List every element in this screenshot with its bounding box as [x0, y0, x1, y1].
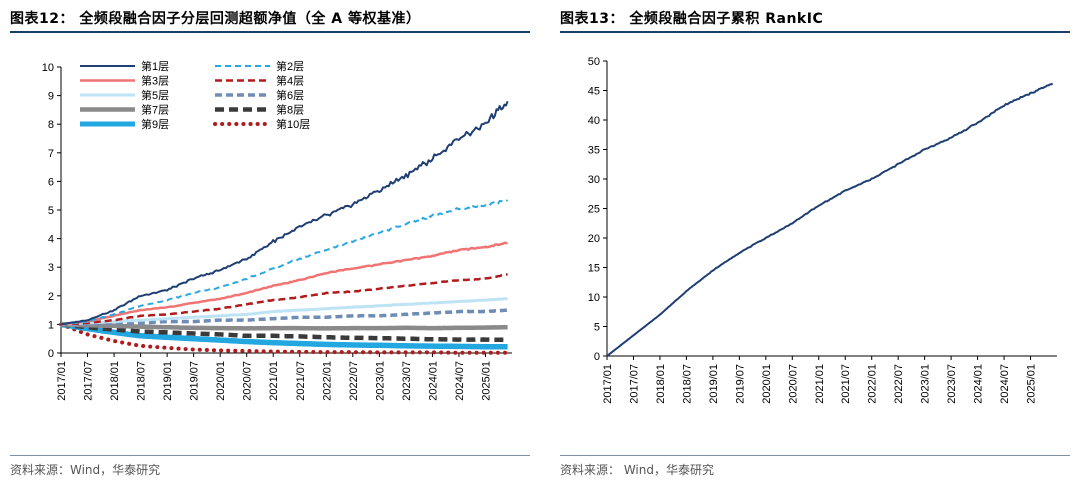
y-tick-label: 30: [588, 174, 600, 186]
left-chart-title: 图表12： 全频段融合因子分层回测超额净值（全 A 等权基准）: [10, 11, 421, 27]
x-tick-label: 2019/07: [189, 361, 201, 401]
series-line-layer-7: [60, 322, 509, 331]
y-tick-label: 5: [48, 205, 54, 217]
y-tick-label: 5: [594, 322, 600, 334]
y-tick-label: 8: [48, 119, 54, 131]
legend-label-layer-8: 第8层: [276, 103, 304, 117]
legend-label-layer-4: 第4层: [276, 74, 304, 88]
y-tick-label: 40: [588, 115, 600, 127]
right-chart: 0 5 10 15 20 25 30 35 40 45 50 2017/01 2017/07 2018/0…: [588, 56, 1057, 404]
series-line-layer-10: [59, 322, 510, 355]
right-source-rule: [560, 455, 1070, 456]
left-chart-axes: 0 1 2 3 4 5 6 7 8 9 10 2017/01 2017/07 2018/01 2018/07…: [42, 62, 512, 401]
x-tick-label: 2023/07: [946, 364, 958, 404]
y-tick-label: 10: [42, 62, 54, 74]
x-tick-label: 2023/01: [374, 361, 386, 401]
legend-label-layer-7: 第7层: [141, 103, 169, 117]
legend-label-layer-1: 第1层: [141, 59, 169, 73]
y-tick-label: 1: [48, 319, 54, 331]
y-tick-label: 50: [588, 56, 600, 68]
right-title-rule: [560, 31, 1070, 33]
y-tick-label: 2: [48, 291, 54, 303]
right-chart-title: 图表13： 全频段融合因子累积 RankIC: [560, 11, 824, 27]
legend-label-layer-2: 第2层: [276, 59, 304, 73]
x-tick-label: 2019/01: [708, 364, 720, 404]
y-tick-label: 0: [48, 348, 54, 360]
x-tick-label: 2019/07: [734, 364, 746, 404]
right-source-note: 资料来源： Wind，华泰研究: [560, 463, 714, 477]
legend-label-layer-5: 第5层: [141, 88, 169, 102]
y-tick-label: 20: [588, 233, 600, 245]
x-tick-label: 2020/07: [242, 361, 254, 401]
legend-label-layer-9: 第9层: [141, 117, 169, 131]
x-tick-label: 2024/07: [999, 364, 1011, 404]
series-line-layer-8: [60, 322, 509, 343]
y-tick-label: 7: [48, 148, 54, 160]
right-chart-series: [606, 82, 1054, 357]
legend-label-layer-6: 第6层: [276, 88, 304, 102]
x-tick-label: 2022/01: [321, 361, 333, 401]
x-tick-label: 2021/07: [295, 361, 307, 401]
right-chart-axes: 0 5 10 15 20 25 30 35 40 45 50 2017/01 2017/07 2018/0…: [588, 56, 1057, 404]
left-source-rule: [10, 455, 530, 456]
y-tick-label: 3: [48, 262, 54, 274]
y-tick-label: 25: [588, 204, 600, 216]
legend-label-layer-3: 第3层: [141, 74, 169, 88]
x-tick-label: 2024/01: [427, 361, 439, 401]
legend-label-layer-10: 第10层: [276, 117, 310, 131]
left-chart: 0 1 2 3 4 5 6 7 8 9 10 2017/01 2017/07 2018/01 2018/07…: [42, 59, 512, 401]
y-tick-label: 4: [48, 234, 54, 246]
series-line-layer-3: [61, 241, 508, 326]
x-tick-label: 2018/07: [136, 361, 148, 401]
x-tick-label: 2017/01: [56, 361, 68, 401]
series-line-layer-1: [60, 100, 509, 326]
series-line-layer-4: [60, 273, 508, 326]
left-title-rule: [10, 31, 530, 33]
x-tick-label: 2025/01: [1026, 364, 1038, 404]
x-tick-label: 2020/07: [787, 364, 799, 404]
x-tick-label: 2022/01: [867, 364, 879, 404]
series-line-layer-6: [60, 308, 508, 327]
x-tick-label: 2020/01: [215, 361, 227, 401]
x-tick-label: 2024/07: [454, 361, 466, 401]
y-tick-label: 0: [594, 351, 600, 363]
x-tick-label: 2017/07: [83, 361, 95, 401]
x-tick-label: 2020/01: [761, 364, 773, 404]
y-tick-label: 35: [588, 145, 600, 157]
x-tick-label: 2021/01: [268, 361, 280, 401]
x-tick-label: 2022/07: [348, 361, 360, 401]
y-tick-label: 9: [48, 91, 54, 103]
series-line-layer-5: [60, 297, 508, 326]
left-chart-series: [59, 100, 510, 355]
x-tick-label: 2025/01: [480, 361, 492, 401]
x-tick-label: 2021/07: [840, 364, 852, 404]
left-source-note: 资料来源：Wind，华泰研究: [10, 463, 161, 477]
x-tick-label: 2017/01: [602, 364, 614, 404]
series-line-layer-2: [60, 199, 509, 326]
x-tick-label: 2018/01: [109, 361, 121, 401]
x-tick-label: 2017/07: [628, 364, 640, 404]
x-tick-label: 2021/01: [814, 364, 826, 404]
x-tick-label: 2023/01: [920, 364, 932, 404]
y-tick-label: 6: [48, 176, 54, 188]
x-tick-label: 2024/01: [973, 364, 985, 404]
series-line-layer-9: [60, 321, 509, 350]
x-tick-label: 2022/07: [893, 364, 905, 404]
x-tick-label: 2023/07: [401, 361, 413, 401]
x-tick-label: 2018/01: [655, 364, 667, 404]
y-tick-label: 10: [588, 292, 600, 304]
x-tick-label: 2019/01: [162, 361, 174, 401]
series-line-rankic: [606, 82, 1054, 357]
x-tick-label: 2018/07: [681, 364, 693, 404]
y-tick-label: 15: [588, 263, 600, 275]
y-tick-label: 45: [588, 86, 600, 98]
